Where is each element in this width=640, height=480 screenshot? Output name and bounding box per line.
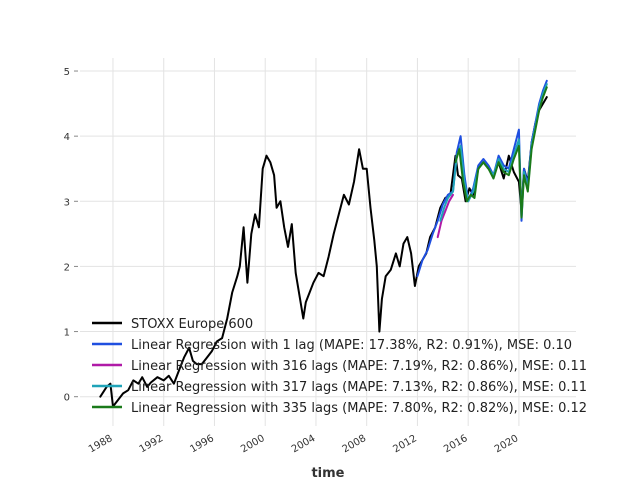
x-axis-ticks: 1988 1992 1996 2000 2004 2008 2012 2016 2020 (87, 433, 520, 455)
x-tick-label: 2020 (493, 433, 521, 455)
legend-label-3: Linear Regression with 317 lags (MAPE: 7… (131, 380, 587, 395)
legend-label-4: Linear Regression with 335 lags (MAPE: 7… (131, 401, 587, 416)
series-lines (99, 79, 548, 408)
y-tick-label: 1 (64, 328, 70, 339)
y-tick-label: 5 (64, 67, 70, 78)
y-axis-ticks: 0 1 2 3 4 5 (64, 67, 78, 404)
x-tick-label: 1992 (138, 433, 166, 455)
series-line-2 (436, 193, 454, 239)
x-tick-label: 1988 (87, 433, 115, 455)
x-tick-label: 2008 (341, 433, 369, 455)
legend: STOXX Europe 600 Linear Regression with 1… (92, 317, 587, 416)
y-tick-label: 4 (64, 132, 70, 143)
y-tick-label: 2 (64, 262, 70, 273)
grid (80, 58, 576, 426)
x-tick-label: 2004 (290, 433, 318, 455)
x-tick-label: 2012 (391, 433, 419, 455)
legend-label-0: STOXX Europe 600 (131, 317, 253, 332)
series-line-4 (454, 86, 548, 219)
y-tick-label: 0 (64, 393, 70, 404)
x-tick-label: 1996 (188, 433, 216, 455)
legend-label-2: Linear Regression with 316 lags (MAPE: 7… (131, 359, 587, 374)
x-tick-label: 2000 (239, 433, 267, 455)
x-axis-title: time (311, 466, 344, 480)
y-tick-label: 3 (64, 197, 70, 208)
x-tick-label: 2016 (442, 433, 470, 455)
series-line-1 (416, 79, 548, 278)
legend-label-1: Linear Regression with 1 lag (MAPE: 17.3… (131, 338, 572, 353)
